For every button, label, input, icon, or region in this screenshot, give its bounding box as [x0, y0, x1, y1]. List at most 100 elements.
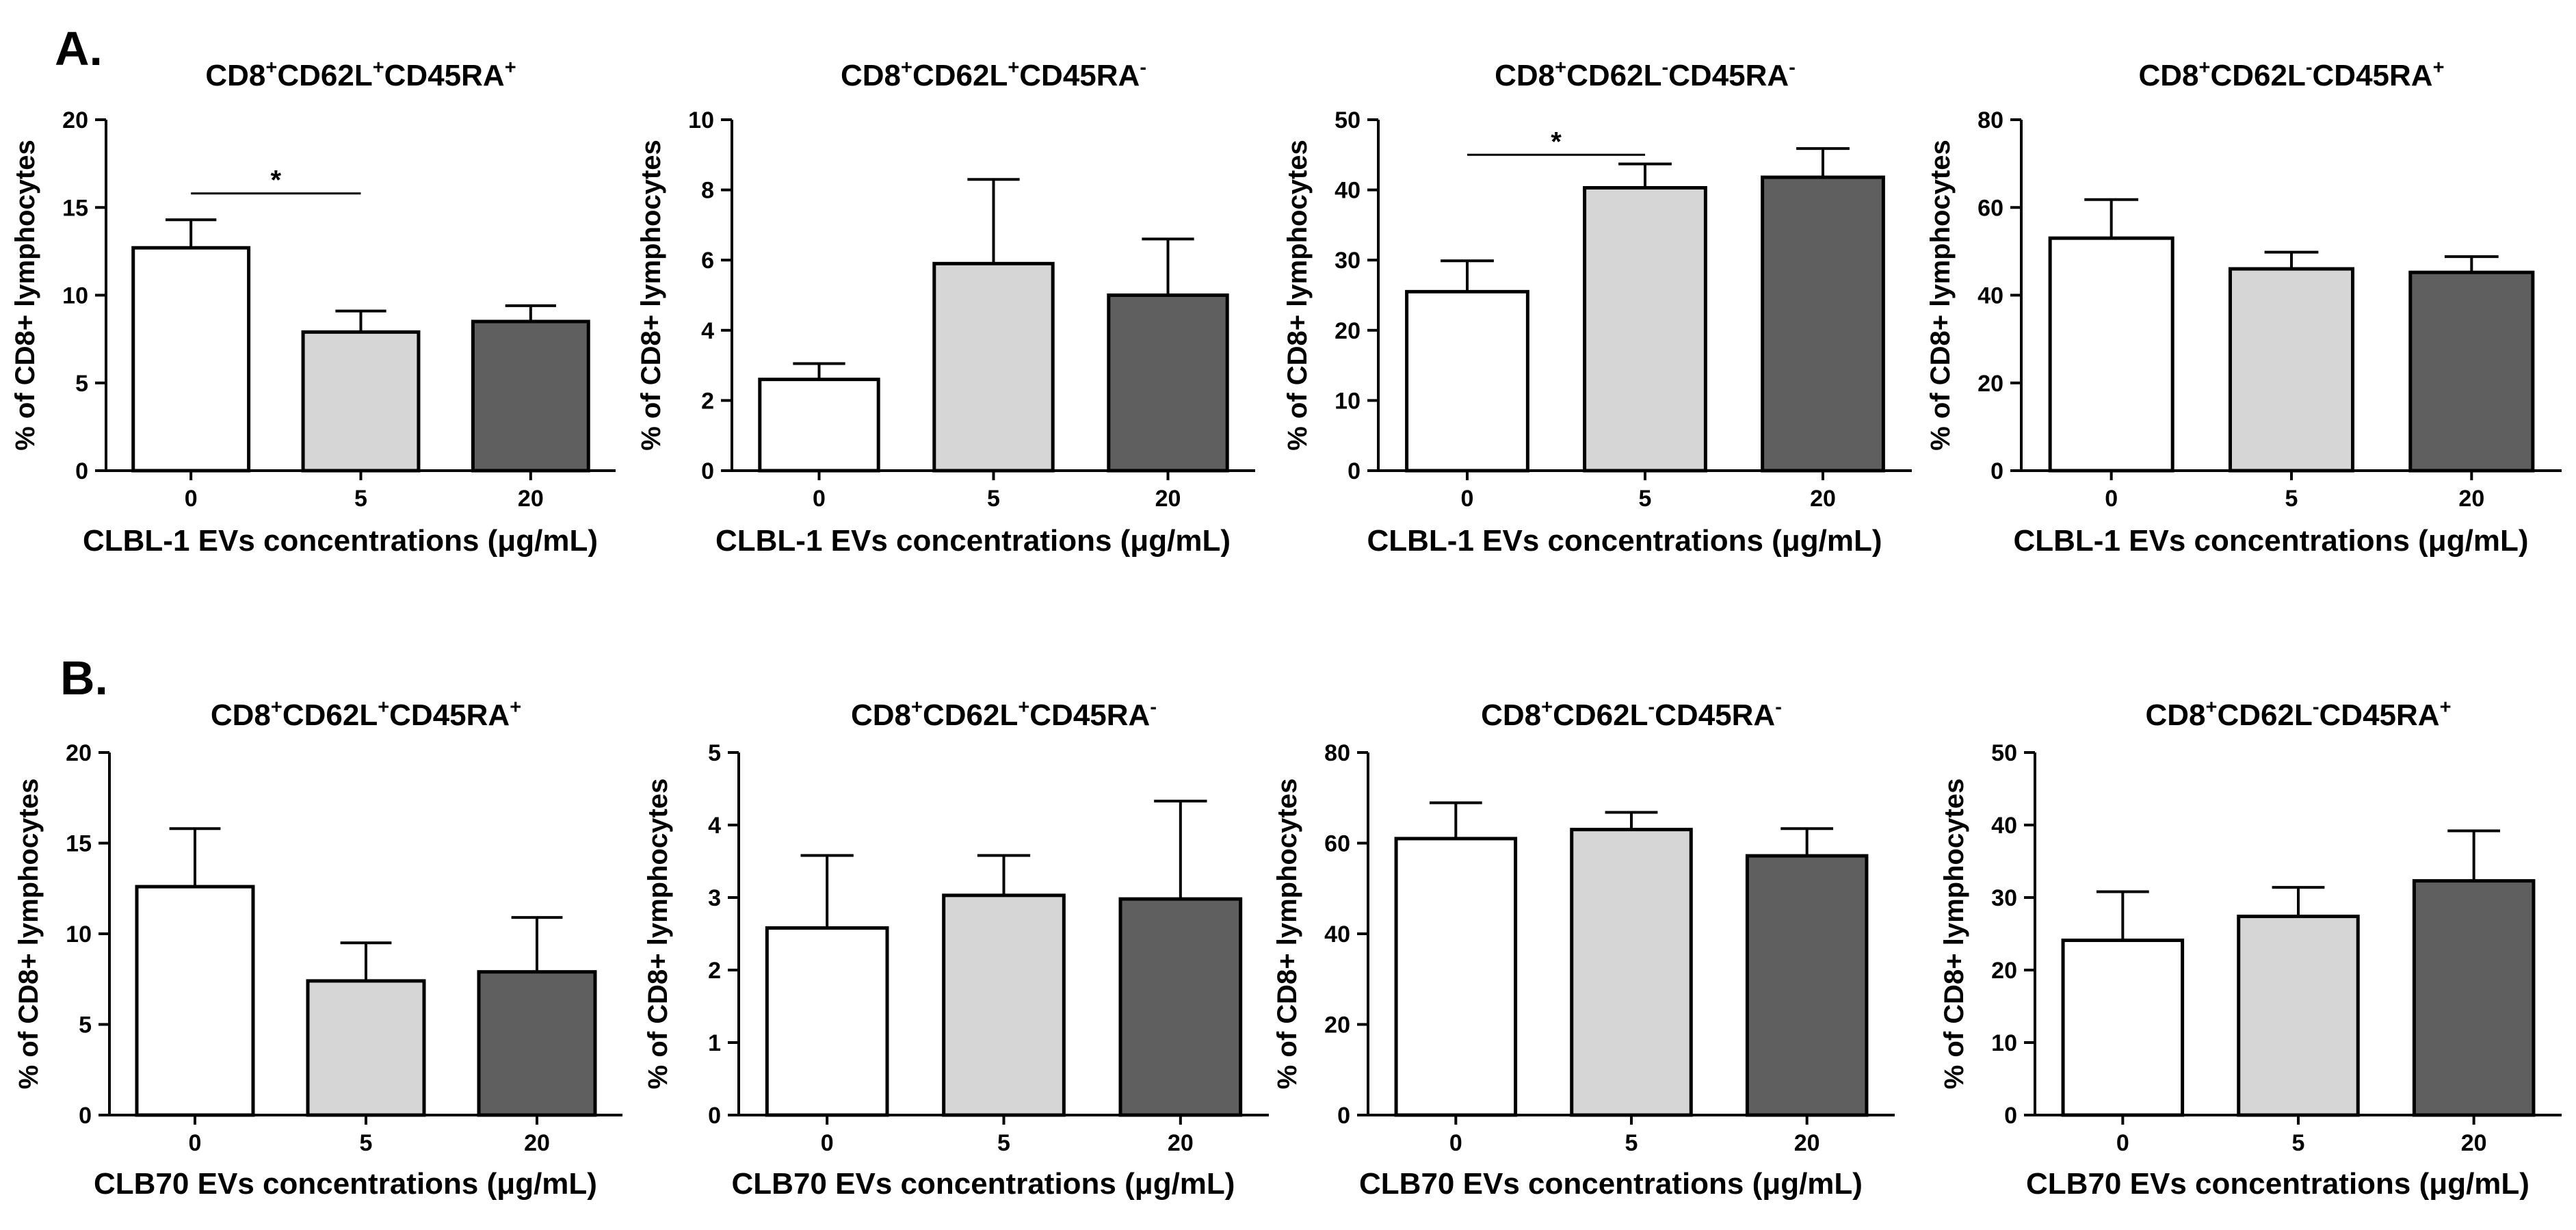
- title-part: CD45RA: [389, 698, 510, 732]
- y-tick-label: 2: [708, 958, 721, 984]
- title-part: CD8: [2139, 59, 2199, 92]
- bar-0: [2061, 939, 2185, 1117]
- x-tick-label: 0: [2116, 1130, 2129, 1156]
- y-tick-label: 2: [701, 388, 714, 414]
- title-part: -: [1648, 696, 1655, 718]
- title-part: CD45RA: [1668, 59, 1789, 92]
- title-part: +: [1541, 696, 1553, 718]
- x-axis-label: CLBL-1 EVs concentrations (μg/mL): [2014, 524, 2529, 558]
- y-tick-label: 0: [701, 458, 714, 484]
- title-part: +: [901, 57, 912, 79]
- y-axis-label: % of CD8+ lymphocytes: [1939, 778, 1969, 1090]
- title-part: -: [1775, 696, 1782, 718]
- bar-5: [1570, 828, 1693, 1117]
- title-part: +: [378, 696, 389, 718]
- significance-star: *: [1551, 127, 1562, 157]
- chart-title: CD8+CD62L+CD45RA+: [205, 57, 516, 92]
- y-tick-label: 20: [66, 740, 92, 766]
- title-part: +: [2199, 57, 2211, 79]
- title-part: +: [1018, 696, 1029, 718]
- x-tick-label: 0: [2105, 486, 2118, 512]
- x-axis-label: CLB70 EVs concentrations (μg/mL): [732, 1167, 1235, 1201]
- y-tick-label: 1: [708, 1030, 721, 1056]
- y-axis-label: % of CD8+ lymphocytes: [636, 140, 666, 451]
- bar-5: [932, 261, 1055, 473]
- x-tick-label: 5: [997, 1130, 1010, 1156]
- title-part: CD62L: [912, 59, 1008, 92]
- x-tick-label: 20: [518, 486, 544, 512]
- title-part: +: [265, 57, 277, 79]
- title-part: -: [1789, 57, 1796, 79]
- bar-0: [2048, 236, 2174, 473]
- chart-title: CD8+CD62L+CD45RA-: [851, 696, 1157, 732]
- title-part: -: [1661, 57, 1668, 79]
- y-tick-label: 10: [66, 921, 92, 947]
- y-tick-label: 40: [1991, 813, 2017, 839]
- y-tick-label: 0: [1337, 1103, 1350, 1129]
- bar-5: [2237, 915, 2360, 1117]
- bar-5: [306, 979, 426, 1117]
- bar-20: [477, 970, 597, 1117]
- bar-5: [942, 893, 1066, 1117]
- x-axis-label: CLBL-1 EVs concentrations (μg/mL): [83, 524, 598, 558]
- title-part: +: [2206, 696, 2218, 718]
- bar-5: [2228, 267, 2355, 473]
- bar-0: [765, 926, 889, 1117]
- y-axis-label: % of CD8+ lymphocytes: [1926, 140, 1956, 451]
- y-tick-label: 40: [1335, 178, 1361, 204]
- y-tick-label: 0: [1348, 458, 1361, 484]
- bar-0: [135, 885, 255, 1117]
- bar-0: [131, 246, 251, 473]
- x-tick-label: 5: [354, 486, 367, 512]
- y-tick-label: 5: [75, 371, 88, 397]
- y-tick-label: 4: [708, 813, 721, 839]
- y-tick-label: 60: [1324, 831, 1350, 857]
- x-tick-label: 5: [987, 486, 1000, 512]
- x-tick-label: 20: [1810, 486, 1836, 512]
- y-tick-label: 10: [1335, 388, 1361, 414]
- title-part: CD8: [205, 59, 265, 92]
- y-tick-label: 20: [1991, 958, 2017, 984]
- title-part: CD62L: [1566, 59, 1661, 92]
- y-tick-label: 10: [62, 283, 88, 309]
- bar-0: [1394, 837, 1518, 1117]
- bar-20: [1107, 293, 1229, 473]
- x-tick-label: 0: [1461, 486, 1474, 512]
- y-tick-label: 20: [62, 107, 88, 133]
- y-tick-label: 6: [701, 248, 714, 274]
- title-part: CD62L: [282, 698, 378, 732]
- title-part: CD45RA: [2319, 698, 2440, 732]
- y-axis-label: % of CD8+ lymphocytes: [1283, 140, 1313, 451]
- title-part: CD8: [1481, 698, 1541, 732]
- panel-label-a: A.: [55, 22, 103, 75]
- y-tick-label: 20: [1324, 1012, 1350, 1038]
- title-part: -: [2306, 57, 2313, 79]
- bar-20: [1761, 175, 1885, 473]
- y-tick-label: 80: [1977, 107, 2003, 133]
- title-part: +: [1008, 57, 1019, 79]
- bar-20: [471, 319, 590, 473]
- y-tick-label: 5: [708, 740, 721, 766]
- chart-title: CD8+CD62L-CD45RA+: [2146, 696, 2452, 732]
- bar-0: [758, 378, 880, 473]
- title-part: CD62L: [923, 698, 1018, 732]
- x-axis-label: CLBL-1 EVs concentrations (μg/mL): [715, 524, 1231, 558]
- chart-title: CD8+CD62L-CD45RA-: [1481, 696, 1782, 732]
- bar-20: [2412, 879, 2536, 1117]
- title-part: -: [2313, 696, 2319, 718]
- bar-5: [1583, 186, 1707, 473]
- significance-star: *: [271, 166, 282, 196]
- bar-20: [2408, 270, 2535, 473]
- title-part: +: [373, 57, 384, 79]
- title-part: CD8: [1495, 59, 1555, 92]
- title-part: CD62L: [2217, 698, 2312, 732]
- y-tick-label: 3: [708, 885, 721, 911]
- title-part: CD62L: [2210, 59, 2305, 92]
- title-part: CD8: [2146, 698, 2206, 732]
- title-part: +: [271, 696, 282, 718]
